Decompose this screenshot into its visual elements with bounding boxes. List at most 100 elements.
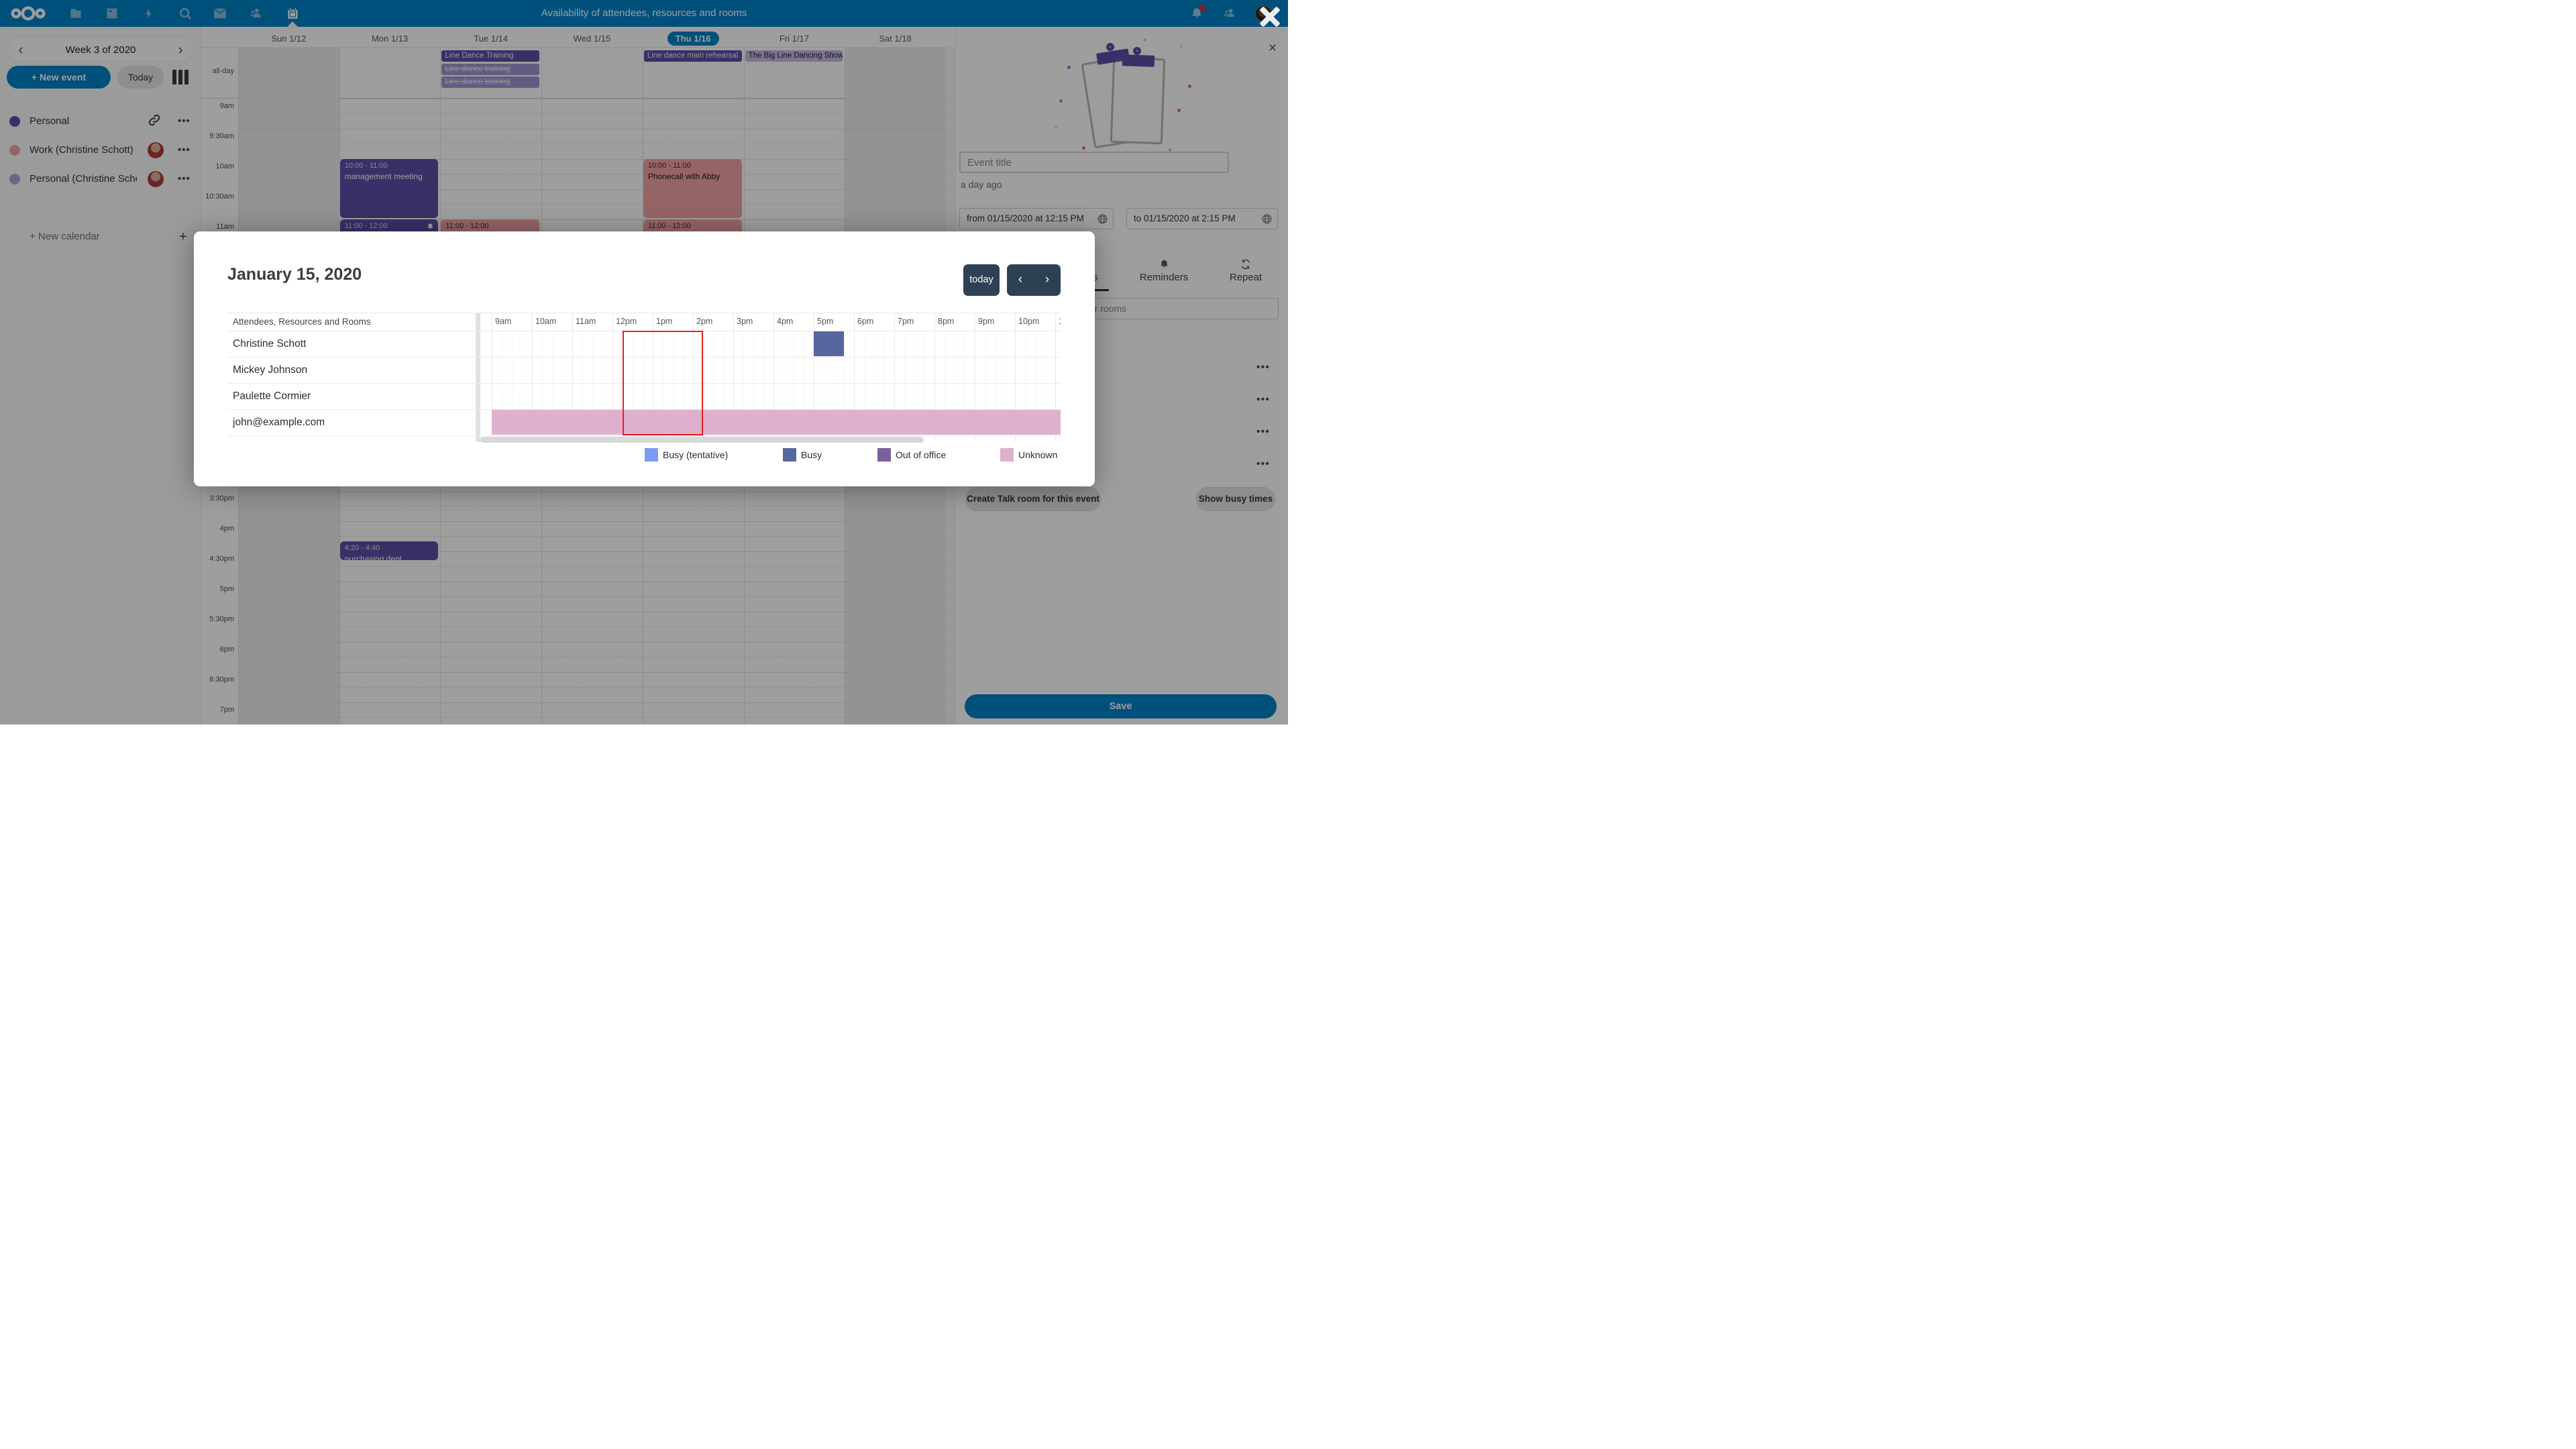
previous-week-button[interactable]: ‹ xyxy=(18,41,23,58)
app-icon-contacts[interactable] xyxy=(241,0,271,27)
half-hour-gridline xyxy=(238,491,955,492)
allday-event[interactable]: Line dance training xyxy=(441,63,540,75)
modal-today-button[interactable]: today xyxy=(963,264,1000,296)
availability-modal: January 15, 2020 today ‹ › Attendees, Re… xyxy=(194,231,1095,486)
new-calendar-plus-icon[interactable]: + xyxy=(179,229,187,244)
view-toggle-icon[interactable] xyxy=(172,70,191,85)
modal-prev-day-button[interactable]: ‹ xyxy=(1018,272,1023,286)
quarter-gridline xyxy=(743,331,744,442)
share-link-icon[interactable] xyxy=(148,113,164,129)
clipboard-illustration: + + + + xyxy=(1054,37,1197,154)
app-icon-activity[interactable] xyxy=(134,0,164,27)
contacts-menu-icon[interactable] xyxy=(1215,0,1244,27)
calendar-list-item[interactable]: Work (Christine Schott) ••• xyxy=(0,136,201,164)
to-datetime-value: to 01/15/2020 at 2:15 PM xyxy=(1134,213,1236,223)
app-icon-mail[interactable] xyxy=(205,0,235,27)
event-time: 10:00 - 11:00 xyxy=(344,162,388,170)
repeat-icon xyxy=(1205,259,1286,271)
day-header-wed[interactable]: Wed 1/15 xyxy=(573,34,611,44)
to-datetime-field[interactable]: to 01/15/2020 at 2:15 PM xyxy=(1126,208,1278,229)
notifications-bell-icon[interactable] xyxy=(1182,0,1212,27)
legend-label: Busy (tentative) xyxy=(663,449,729,460)
attendee-row-menu[interactable]: ••• xyxy=(1256,362,1271,373)
event-time: 4:20 - 4:40 xyxy=(344,544,380,552)
hour-gridline xyxy=(854,313,855,442)
day-header-fri[interactable]: Fri 1/17 xyxy=(779,34,809,44)
time-gutter-label: 3:30pm xyxy=(209,494,234,502)
next-week-button[interactable]: › xyxy=(178,41,183,58)
app-icon-photos[interactable] xyxy=(97,0,127,27)
timeline-scrollbar-thumb[interactable] xyxy=(480,437,924,443)
half-hour-gridline xyxy=(238,189,955,190)
quarter-gridline xyxy=(723,331,724,442)
calendar-event[interactable]: 10:00 - 11:00 management meeting xyxy=(339,159,439,218)
timezone-globe-icon[interactable] xyxy=(1261,213,1273,225)
nextcloud-logo[interactable] xyxy=(9,5,47,21)
attendee-row-menu[interactable]: ••• xyxy=(1256,426,1271,437)
quarter-gridline xyxy=(763,331,764,442)
legend-label: Unknown xyxy=(1018,449,1058,460)
modal-nav-buttons: ‹ › xyxy=(1007,264,1061,296)
app-icon-calendar[interactable] xyxy=(278,0,307,27)
modal-next-day-button[interactable]: › xyxy=(1044,272,1050,286)
hour-label: 10am xyxy=(535,317,557,326)
quarter-gridline xyxy=(1035,331,1036,442)
app-icon-search[interactable] xyxy=(170,0,200,27)
column-resize-divider[interactable] xyxy=(476,313,480,442)
create-talk-room-button[interactable]: Create Talk room for this event xyxy=(965,487,1101,511)
quarter-gridline xyxy=(834,331,835,442)
day-header-thu[interactable]: Thu 1/16 xyxy=(643,32,744,48)
quarter-gridline xyxy=(864,331,865,442)
calendar-event[interactable]: 10:00 - 11:00 Phonecall with Abby xyxy=(643,159,742,218)
calendar-actions-menu[interactable]: ••• xyxy=(178,115,191,127)
availability-block-unknown[interactable] xyxy=(492,410,1061,435)
quarter-gridline xyxy=(904,331,905,442)
availability-block-busy[interactable] xyxy=(814,331,844,356)
quarter-hour-gridline xyxy=(238,113,955,114)
timeline-scrollbar-track[interactable] xyxy=(480,437,1061,443)
event-title-input[interactable] xyxy=(959,152,1229,173)
hour-label: 11pm xyxy=(1059,317,1061,326)
today-button[interactable]: Today xyxy=(117,66,164,89)
new-event-button[interactable]: + New event xyxy=(7,66,111,89)
new-calendar-button[interactable]: + New calendar xyxy=(30,231,100,242)
legend-swatch xyxy=(783,448,796,462)
selected-time-range[interactable] xyxy=(623,331,703,435)
show-busy-times-button[interactable]: Show busy times xyxy=(1196,487,1275,511)
allday-event[interactable]: Line dance training xyxy=(441,76,540,88)
row-separator-line xyxy=(227,435,1061,436)
allday-event[interactable]: Line Dance Training xyxy=(441,50,540,62)
attendee-row-menu[interactable]: ••• xyxy=(1256,394,1271,405)
allday-event[interactable]: Line dance main rehearsal xyxy=(643,50,742,62)
tab-repeat[interactable]: Repeat xyxy=(1205,259,1286,288)
calendar-actions-menu[interactable]: ••• xyxy=(178,144,191,156)
timezone-globe-icon[interactable] xyxy=(1097,213,1108,225)
hour-gridline xyxy=(532,313,533,442)
hour-gridline xyxy=(733,313,734,442)
calendar-event[interactable]: 4:20 - 4:40 purchasing dept xyxy=(339,541,439,560)
hour-gridline xyxy=(693,313,694,442)
calendar-list-item[interactable]: Personal ••• xyxy=(0,107,201,136)
attendee-row-menu[interactable]: ••• xyxy=(1256,458,1271,470)
time-gutter-label: 6:30pm xyxy=(209,676,234,684)
save-button[interactable]: Save xyxy=(965,694,1277,718)
quarter-gridline xyxy=(512,331,513,442)
shared-by-avatar xyxy=(148,171,164,187)
allday-event[interactable]: The Big Line Dancing Show xyxy=(745,50,843,62)
week-navigation: ‹ Week 3 of 2020 › xyxy=(7,37,195,62)
calendar-list-item[interactable]: Personal (Christine Scho…) ••• xyxy=(0,165,201,193)
day-header-mon[interactable]: Mon 1/13 xyxy=(371,34,409,44)
availability-timeline: 9am 10am 11am 12pm 1pm 2pm 3pm 4pm 5pm 6pm 7pm 8pm 9… xyxy=(480,313,1061,442)
from-datetime-field[interactable]: from 01/15/2020 at 12:15 PM xyxy=(959,208,1114,229)
day-header-tue[interactable]: Tue 1/14 xyxy=(474,34,508,44)
event-editor-sidebar: × + + + + a day ago from 01/15/2020 at 1… xyxy=(955,27,1288,724)
quarter-gridline xyxy=(552,331,553,442)
day-header-sun[interactable]: Sun 1/12 xyxy=(271,34,307,44)
calendar-actions-menu[interactable]: ••• xyxy=(178,173,191,184)
legend-swatch xyxy=(1000,448,1014,462)
close-icon[interactable]: × xyxy=(1268,40,1277,56)
tab-reminders[interactable]: Reminders xyxy=(1124,259,1204,288)
nextcloud-calendar-page: Availability of attendees, resources and… xyxy=(0,0,1288,724)
app-icon-files[interactable] xyxy=(61,0,91,27)
day-header-sat[interactable]: Sat 1/18 xyxy=(879,34,912,44)
